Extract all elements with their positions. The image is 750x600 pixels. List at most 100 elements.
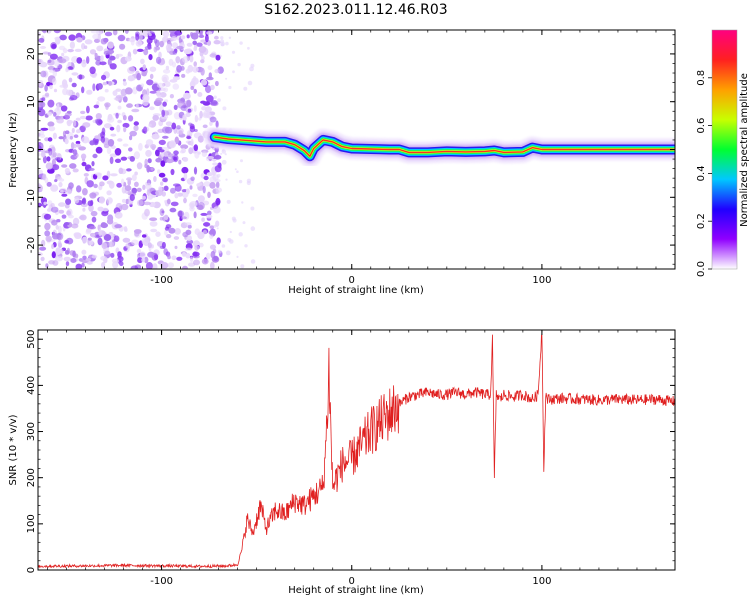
noise-speckle: [137, 257, 143, 264]
noise-speckle: [44, 84, 48, 92]
noise-speckle: [213, 206, 221, 214]
noise-speckle: [225, 178, 228, 181]
y-tick-label: 0: [26, 567, 37, 573]
noise-speckle: [201, 56, 205, 61]
noise-speckle: [173, 156, 178, 161]
noise-speckle: [54, 59, 60, 67]
noise-speckle: [52, 132, 58, 140]
noise-speckle: [133, 151, 140, 160]
noise-speckle: [158, 172, 166, 178]
noise-speckle: [68, 34, 76, 41]
noise-speckle: [62, 88, 69, 96]
noise-speckle: [162, 30, 170, 38]
noise-speckle: [58, 58, 67, 64]
noise-speckle: [217, 249, 222, 254]
noise-speckle: [128, 147, 133, 152]
noise-speckle: [185, 252, 191, 259]
noise-speckle: [200, 100, 207, 104]
noise-speckle: [184, 222, 192, 226]
noise-speckle: [217, 162, 222, 168]
noise-speckle: [130, 39, 135, 46]
noise-speckle: [149, 106, 155, 111]
noise-speckle: [193, 88, 197, 94]
noise-speckle: [192, 251, 200, 257]
noise-speckle: [169, 207, 177, 213]
noise-speckle: [61, 164, 68, 168]
noise-speckle: [135, 33, 140, 41]
noise-speckle: [108, 241, 115, 248]
noise-speckle: [170, 36, 177, 42]
noise-speckle: [172, 50, 178, 55]
noise-speckle: [82, 236, 88, 244]
noise-speckle: [160, 160, 166, 167]
noise-speckle: [189, 55, 194, 63]
noise-speckle: [143, 48, 149, 56]
noise-speckle: [38, 202, 42, 208]
noise-speckle: [58, 209, 65, 214]
noise-speckle: [201, 217, 205, 222]
noise-speckle: [240, 264, 245, 269]
spectrogram-y-label: Frequency (Hz): [8, 112, 19, 188]
noise-speckle: [93, 104, 100, 109]
noise-speckle: [153, 46, 158, 53]
noise-speckle: [225, 250, 231, 256]
noise-speckle: [81, 60, 87, 68]
noise-speckle: [86, 56, 90, 64]
noise-speckle: [126, 103, 133, 108]
noise-speckle: [199, 110, 203, 119]
noise-speckle: [205, 85, 212, 94]
noise-speckle: [142, 64, 147, 71]
noise-speckle: [170, 168, 175, 176]
noise-speckle: [155, 97, 164, 102]
noise-speckle: [129, 66, 136, 72]
noise-speckle: [162, 135, 169, 139]
noise-speckle: [47, 52, 52, 56]
noise-speckle: [82, 207, 86, 212]
noise-speckle: [206, 31, 213, 35]
noise-speckle: [94, 172, 102, 176]
noise-speckle: [158, 149, 165, 153]
noise-speckle: [115, 94, 124, 99]
noise-speckle: [58, 181, 63, 188]
noise-speckle: [81, 86, 85, 94]
noise-speckle: [86, 260, 93, 265]
colorbar-tick-label: 0.8: [696, 70, 707, 86]
noise-speckle: [220, 43, 225, 47]
noise-speckle: [172, 42, 178, 49]
noise-speckle: [54, 157, 61, 161]
noise-speckle: [128, 115, 134, 122]
noise-speckle: [145, 149, 152, 157]
noise-speckle: [89, 226, 96, 230]
noise-speckle: [193, 144, 198, 152]
noise-speckle: [137, 253, 141, 259]
noise-speckle: [91, 254, 98, 259]
noise-speckle: [144, 158, 148, 167]
noise-speckle: [205, 252, 211, 260]
noise-speckle: [212, 162, 218, 166]
noise-speckle: [176, 65, 183, 73]
colorbar-ticks: 0.0 0.2 0.4 0.6 0.8: [696, 70, 712, 277]
noise-speckle: [106, 197, 113, 205]
y-tick-label: -10: [26, 189, 37, 205]
noise-speckle: [113, 235, 120, 242]
noise-speckle: [75, 144, 82, 148]
noise-speckle: [201, 151, 208, 158]
snr-y-label: SNR (10 * v/v): [8, 414, 19, 485]
noise-speckle: [79, 214, 87, 221]
noise-speckle: [203, 175, 209, 181]
noise-speckle: [72, 217, 80, 226]
noise-speckle: [196, 42, 203, 47]
noise-speckle: [187, 224, 192, 229]
noise-speckle: [85, 115, 93, 121]
colorbar-tick-label: 0.0: [696, 261, 707, 277]
noise-speckle: [131, 174, 137, 182]
noise-speckle: [189, 201, 198, 207]
noise-speckle: [126, 177, 133, 181]
noise-speckle: [193, 46, 197, 51]
noise-speckle: [186, 42, 193, 47]
noise-speckle: [190, 176, 195, 182]
spectrogram-track: [203, 126, 675, 168]
noise-speckle: [67, 61, 72, 67]
y-tick-label: 20: [26, 48, 37, 61]
